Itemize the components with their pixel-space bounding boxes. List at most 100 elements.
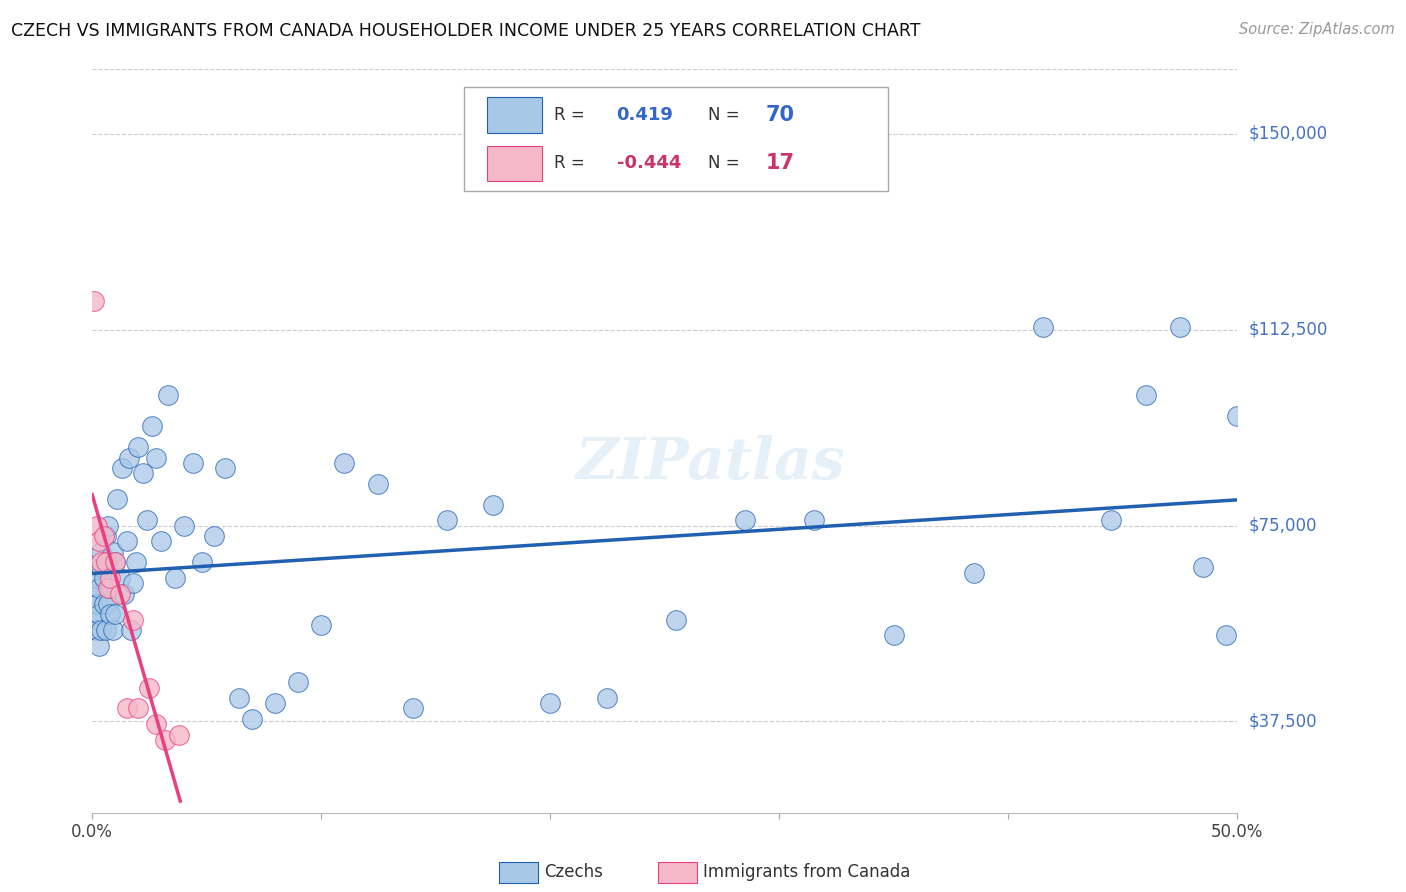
Point <box>131 467 153 481</box>
Point <box>83 586 105 600</box>
Point <box>138 681 160 695</box>
Point <box>155 732 177 747</box>
Point <box>145 717 167 731</box>
Point <box>242 712 264 726</box>
FancyBboxPatch shape <box>488 145 543 181</box>
Text: Source: ZipAtlas.com: Source: ZipAtlas.com <box>1239 22 1395 37</box>
Point <box>163 571 186 585</box>
Point <box>111 461 134 475</box>
Text: $150,000: $150,000 <box>1249 125 1327 143</box>
Point <box>149 534 172 549</box>
Point <box>90 555 112 569</box>
Point <box>1215 628 1237 642</box>
Point <box>86 597 108 611</box>
Text: 17: 17 <box>765 153 794 173</box>
Point <box>127 440 149 454</box>
Point <box>97 518 120 533</box>
Point <box>83 613 105 627</box>
Point <box>191 555 214 569</box>
Point <box>100 571 122 585</box>
Point <box>118 450 141 465</box>
Point <box>86 571 108 585</box>
Point <box>482 498 505 512</box>
Point <box>734 513 756 527</box>
Point <box>94 623 117 637</box>
Point <box>141 419 163 434</box>
Text: R =: R = <box>554 106 589 124</box>
Point <box>402 701 425 715</box>
Point <box>104 555 127 569</box>
Point <box>367 476 389 491</box>
Point <box>87 639 110 653</box>
Point <box>1226 409 1249 423</box>
Text: Czechs: Czechs <box>544 863 603 881</box>
Point <box>86 518 108 533</box>
Point <box>83 293 105 308</box>
Point <box>214 461 236 475</box>
Point <box>228 690 250 705</box>
Point <box>104 555 127 569</box>
Text: R =: R = <box>554 154 589 172</box>
Point <box>264 696 287 710</box>
Text: $37,500: $37,500 <box>1249 713 1317 731</box>
Point <box>287 675 309 690</box>
Text: N =: N = <box>709 154 745 172</box>
Point <box>100 607 122 622</box>
Point <box>97 597 120 611</box>
Point <box>1168 320 1191 334</box>
Point <box>127 701 149 715</box>
Text: -0.444: -0.444 <box>617 154 681 172</box>
Point <box>596 690 619 705</box>
Point <box>173 518 195 533</box>
Point <box>87 534 110 549</box>
Point <box>665 613 688 627</box>
Text: N =: N = <box>709 106 745 124</box>
Text: $112,500: $112,500 <box>1249 321 1327 339</box>
Point <box>93 571 115 585</box>
Point <box>101 623 124 637</box>
Point <box>115 701 138 715</box>
Point <box>104 607 127 622</box>
Point <box>94 529 117 543</box>
Text: Immigrants from Canada: Immigrants from Canada <box>703 863 910 881</box>
Point <box>125 555 148 569</box>
Point <box>156 388 179 402</box>
Point <box>94 555 117 569</box>
Point <box>963 566 986 580</box>
Point <box>97 555 120 569</box>
Point <box>538 696 561 710</box>
Point <box>108 586 131 600</box>
Point <box>1099 513 1122 527</box>
Text: 70: 70 <box>765 105 794 125</box>
Point <box>112 586 135 600</box>
Text: $75,000: $75,000 <box>1249 516 1317 534</box>
Text: ZIPatlas: ZIPatlas <box>575 434 845 491</box>
Point <box>105 492 128 507</box>
Point <box>90 623 112 637</box>
Text: CZECH VS IMMIGRANTS FROM CANADA HOUSEHOLDER INCOME UNDER 25 YEARS CORRELATION CH: CZECH VS IMMIGRANTS FROM CANADA HOUSEHOL… <box>11 22 921 40</box>
FancyBboxPatch shape <box>464 87 889 192</box>
Point <box>87 607 110 622</box>
Point <box>436 513 458 527</box>
Point <box>309 618 332 632</box>
Point <box>108 571 131 585</box>
Point <box>97 582 120 596</box>
Point <box>333 456 356 470</box>
Point <box>115 534 138 549</box>
Point <box>122 576 145 591</box>
Point <box>1032 320 1054 334</box>
Point <box>181 456 204 470</box>
Point <box>122 613 145 627</box>
Point <box>803 513 825 527</box>
Point <box>145 450 167 465</box>
Point <box>202 529 225 543</box>
Point <box>120 623 142 637</box>
Point <box>883 628 905 642</box>
Point <box>101 545 124 559</box>
Point <box>90 545 112 559</box>
FancyBboxPatch shape <box>488 97 543 133</box>
Text: 0.419: 0.419 <box>617 106 673 124</box>
Point <box>86 623 108 637</box>
Point <box>90 560 112 574</box>
Point <box>167 727 190 741</box>
